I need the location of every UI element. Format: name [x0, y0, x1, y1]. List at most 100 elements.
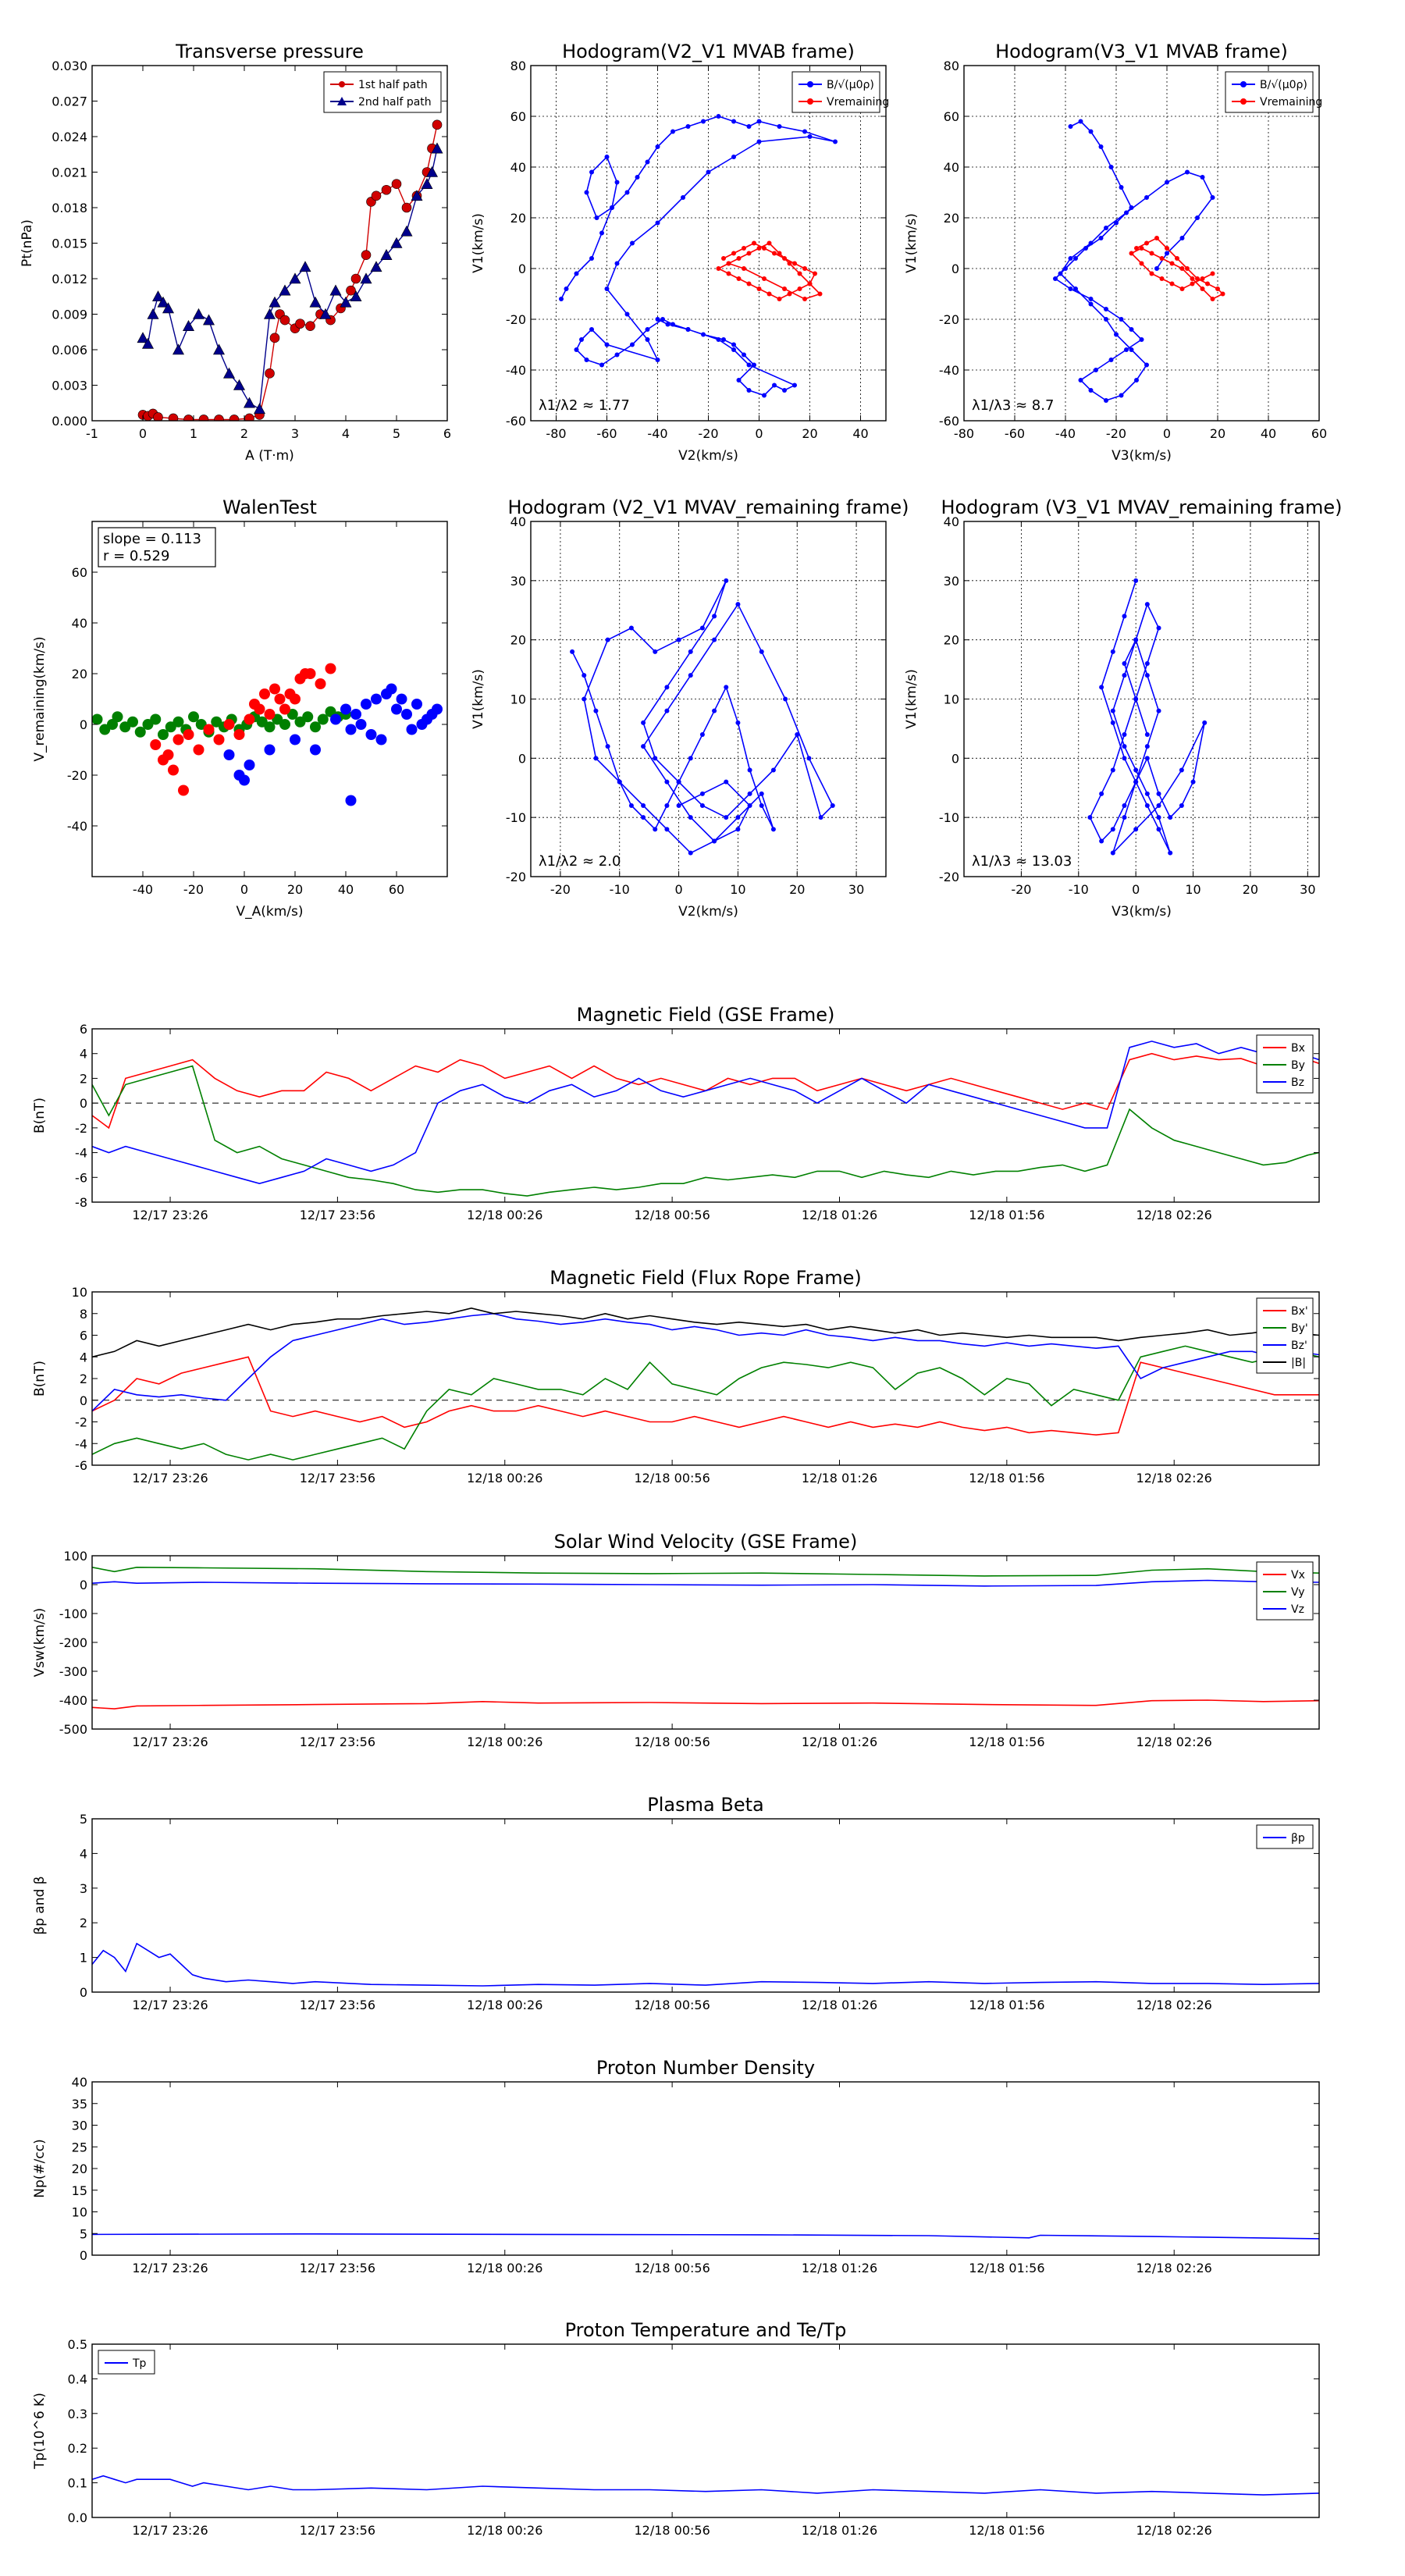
legend-label: Bz [1291, 1076, 1304, 1089]
data-point [688, 673, 693, 678]
data-point [726, 271, 731, 276]
data-point [183, 729, 194, 740]
data-point [670, 322, 675, 327]
legend-marker [339, 81, 345, 87]
x-tick-label: 12/18 02:26 [1136, 1471, 1212, 1485]
data-point [1159, 276, 1165, 281]
data-point [1088, 301, 1094, 307]
x-tick-label: -40 [133, 882, 153, 897]
legend-label: B/√(μ0ρ) [827, 79, 874, 91]
data-point [582, 673, 587, 678]
series-line-Bz' [92, 1312, 1319, 1412]
data-point [742, 266, 746, 271]
data-point [1110, 720, 1115, 725]
series-line-B/√(μ0ρ) [1054, 120, 1214, 401]
data-point [599, 230, 604, 236]
data-point [305, 321, 315, 331]
y-tick-label: 0 [80, 717, 87, 732]
data-point [688, 649, 693, 654]
y-tick-label: -60 [939, 414, 959, 429]
data-point [777, 124, 782, 129]
data-point [594, 215, 599, 220]
data-point [1110, 850, 1115, 856]
data-point [731, 347, 736, 352]
data-point [1156, 803, 1161, 808]
y-tick-label: -60 [506, 414, 526, 429]
data-point [1073, 256, 1078, 261]
axes-frame [91, 1028, 1320, 1203]
data-point [1179, 266, 1185, 271]
data-point [759, 803, 764, 808]
data-point [112, 711, 123, 723]
y-tick-label: 60 [944, 109, 959, 124]
data-point [1068, 124, 1073, 129]
y-tick-label: 30 [944, 574, 959, 589]
plot-area [92, 1942, 1319, 1987]
data-point [168, 413, 179, 421]
series-line-By [92, 1065, 1319, 1197]
data-point [802, 297, 807, 301]
y-tick-label: 0 [80, 2248, 87, 2263]
data-point [330, 713, 341, 725]
data-point [269, 683, 280, 695]
stats-line: r = 0.529 [103, 548, 169, 564]
data-point [1185, 169, 1190, 175]
data-point [759, 791, 764, 796]
legend-marker [337, 97, 347, 105]
data-point [158, 754, 169, 766]
chart-hodogram-v3-v1-mvab: -80 -60 -40 -20 0 20 40 60-60-40-20020406080Hod… [904, 41, 1327, 464]
data-point [641, 803, 646, 808]
legend-marker [1240, 81, 1247, 87]
data-point [767, 291, 772, 297]
data-point [279, 315, 290, 326]
y-tick-label: 0 [80, 1985, 87, 2000]
legend-label: Bz' [1291, 1340, 1307, 1352]
data-point [386, 683, 397, 695]
chart-title: Proton Number Density [596, 2057, 815, 2079]
data-point [645, 327, 650, 332]
data-point [1154, 266, 1159, 271]
x-axis-label: V2(km/s) [678, 904, 738, 920]
lambda-ratio-annotation: λ1/λ3 ≈ 8.7 [972, 397, 1054, 414]
data-point [390, 237, 403, 248]
data-point [593, 756, 599, 761]
data-point [1119, 317, 1124, 322]
chart-walen-test: -40 -20 0 20 40 60 -40 -20 0 20 40 60 WalenTest V_A(k… [32, 496, 448, 920]
data-point [1169, 281, 1175, 286]
data-point [1088, 388, 1094, 393]
x-tick-label: 12/18 01:56 [969, 1998, 1044, 2012]
data-point [365, 729, 377, 740]
data-point [290, 734, 301, 745]
data-point [664, 685, 670, 690]
data-point [1129, 251, 1134, 256]
y-tick-label: 2 [80, 1916, 87, 1930]
data-point [1134, 378, 1139, 382]
data-point [574, 271, 579, 276]
data-point [802, 266, 807, 271]
data-point [1068, 286, 1073, 291]
legend-label: By' [1291, 1322, 1308, 1335]
data-point [401, 709, 412, 720]
series-line-By' [92, 1345, 1319, 1461]
lambda-ratio-annotation: λ1/λ2 ≈ 1.77 [539, 397, 630, 414]
data-point [1202, 720, 1208, 725]
x-axis-label: V3(km/s) [1112, 904, 1172, 920]
data-point [782, 388, 787, 393]
data-point [605, 637, 610, 642]
legend-marker [807, 98, 813, 105]
x-tick-label: 3 [291, 426, 299, 441]
data-point [759, 649, 764, 654]
data-point [792, 261, 797, 266]
x-axis-label: V2(km/s) [678, 448, 738, 464]
axes-frame [91, 521, 448, 877]
data-point [797, 286, 802, 291]
data-point [802, 129, 807, 134]
axes-frame [91, 1818, 1320, 1993]
y-axis-label: Np(#/cc) [32, 2139, 48, 2197]
data-point [1159, 256, 1165, 261]
data-point [173, 734, 184, 745]
x-tick-label: 10 [730, 882, 745, 897]
x-tick-label: 0 [755, 426, 763, 441]
y-tick-label: 4 [80, 1047, 87, 1062]
data-point [1144, 791, 1150, 796]
